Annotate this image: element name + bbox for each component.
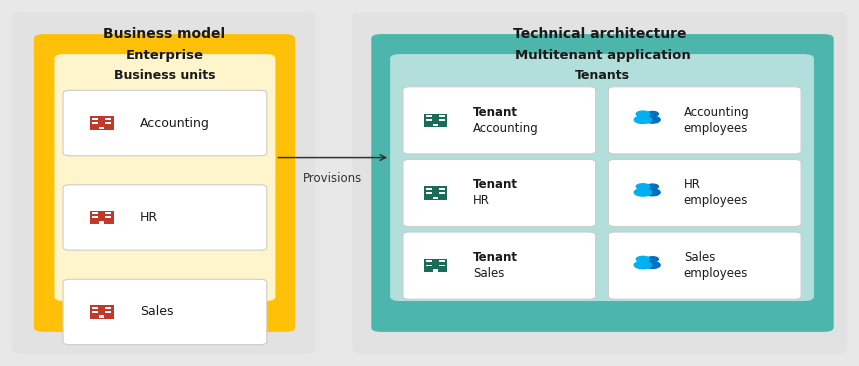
- Text: Tenants: Tenants: [575, 68, 630, 82]
- FancyBboxPatch shape: [63, 185, 267, 250]
- Bar: [89, 116, 113, 130]
- Bar: [99, 221, 104, 224]
- Circle shape: [637, 256, 649, 262]
- Bar: [89, 305, 113, 318]
- Text: employees: employees: [684, 267, 748, 280]
- Bar: [93, 307, 98, 309]
- Bar: [426, 192, 432, 194]
- FancyBboxPatch shape: [403, 232, 595, 299]
- Bar: [426, 188, 432, 190]
- Ellipse shape: [634, 116, 652, 123]
- Bar: [433, 197, 438, 199]
- Circle shape: [647, 184, 658, 189]
- FancyBboxPatch shape: [63, 90, 267, 156]
- Bar: [105, 212, 111, 214]
- Text: Accounting: Accounting: [140, 116, 210, 130]
- Bar: [423, 114, 448, 127]
- Bar: [105, 122, 111, 124]
- Bar: [93, 212, 98, 214]
- Circle shape: [647, 257, 658, 262]
- Text: Business model: Business model: [102, 27, 225, 41]
- Text: Tenant: Tenant: [473, 251, 518, 264]
- Circle shape: [637, 111, 649, 117]
- FancyBboxPatch shape: [54, 54, 276, 301]
- Text: HR: HR: [140, 211, 158, 224]
- Bar: [426, 119, 432, 121]
- Ellipse shape: [645, 189, 660, 196]
- Ellipse shape: [634, 188, 652, 196]
- FancyBboxPatch shape: [608, 159, 801, 227]
- Text: Multitenant application: Multitenant application: [515, 49, 691, 61]
- Bar: [439, 188, 445, 190]
- Bar: [426, 265, 432, 266]
- Ellipse shape: [634, 261, 652, 269]
- Text: Accounting: Accounting: [473, 122, 539, 135]
- Bar: [99, 315, 104, 318]
- FancyBboxPatch shape: [403, 159, 595, 227]
- Bar: [423, 186, 448, 199]
- FancyBboxPatch shape: [352, 12, 847, 354]
- Text: Sales: Sales: [473, 267, 504, 280]
- Bar: [439, 261, 445, 262]
- Ellipse shape: [645, 262, 660, 268]
- Text: Technical architecture: Technical architecture: [513, 27, 686, 41]
- Bar: [89, 211, 113, 224]
- Bar: [93, 311, 98, 313]
- FancyBboxPatch shape: [403, 87, 595, 154]
- Bar: [423, 259, 448, 272]
- Ellipse shape: [645, 116, 660, 123]
- Text: Tenant: Tenant: [473, 179, 518, 191]
- Text: Accounting: Accounting: [684, 106, 750, 119]
- Bar: [439, 115, 445, 117]
- Bar: [433, 269, 438, 272]
- Text: HR: HR: [684, 179, 701, 191]
- Text: employees: employees: [684, 122, 748, 135]
- Text: Provisions: Provisions: [303, 172, 362, 185]
- FancyBboxPatch shape: [371, 34, 833, 332]
- Text: Enterprise: Enterprise: [125, 49, 204, 61]
- FancyBboxPatch shape: [63, 279, 267, 345]
- Text: Sales: Sales: [140, 306, 174, 318]
- Bar: [105, 216, 111, 218]
- FancyBboxPatch shape: [34, 34, 295, 332]
- Bar: [439, 119, 445, 121]
- Text: employees: employees: [684, 194, 748, 208]
- FancyBboxPatch shape: [608, 232, 801, 299]
- Bar: [426, 115, 432, 117]
- Text: Tenant: Tenant: [473, 106, 518, 119]
- FancyBboxPatch shape: [608, 87, 801, 154]
- Bar: [99, 127, 104, 129]
- Bar: [93, 122, 98, 124]
- Circle shape: [637, 184, 649, 190]
- Text: Sales: Sales: [684, 251, 716, 264]
- Bar: [93, 216, 98, 218]
- FancyBboxPatch shape: [390, 54, 814, 301]
- Bar: [433, 124, 438, 127]
- Bar: [105, 307, 111, 309]
- Circle shape: [647, 112, 658, 116]
- Bar: [439, 192, 445, 194]
- Text: Business units: Business units: [114, 68, 216, 82]
- Bar: [105, 311, 111, 313]
- Bar: [93, 118, 98, 120]
- Bar: [105, 118, 111, 120]
- Text: HR: HR: [473, 194, 490, 208]
- Bar: [439, 265, 445, 266]
- FancyBboxPatch shape: [12, 12, 315, 354]
- Bar: [426, 261, 432, 262]
